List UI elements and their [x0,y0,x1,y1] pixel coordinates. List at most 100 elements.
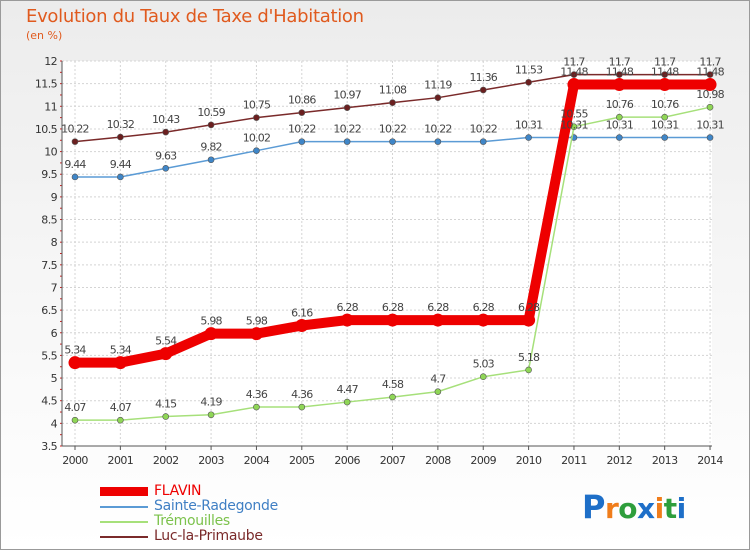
y-tick-label: 6 [51,327,58,340]
data-point-luc-la-primaube [434,94,442,101]
data-point-sainte-radegonde [207,156,215,164]
data-label-tremouilles: 4.36 [291,388,313,401]
y-tick-label: 7 [51,281,58,294]
data-label-tremouilles: 4.36 [246,388,268,401]
x-tick-label: 2001 [108,454,134,467]
y-tick-label: 9 [51,191,58,204]
data-label-sainte-radegonde: 10.22 [469,123,497,136]
data-label-sainte-radegonde: 10.22 [379,123,407,136]
x-tick-label: 2012 [607,454,633,467]
data-labels: 10.22 10.32 10.43 10.59 10.75 10.86 10.97 11.08… [61,56,725,415]
data-label-flavin: 6.28 [427,301,449,314]
data-label-flavin: 6.28 [473,301,495,314]
data-label-luc-la-primaube: 11.7 [609,56,631,69]
series-group [68,71,717,424]
data-label-sainte-radegonde: 9.44 [64,158,86,171]
data-point-sainte-radegonde [661,134,668,141]
data-point-tremouilles [479,373,487,381]
data-point-tremouilles [570,123,578,130]
grid [62,60,712,447]
data-point-flavin [204,327,218,341]
data-point-luc-la-primaube [71,138,79,145]
y-tick-label: 9.5 [41,168,57,181]
data-point-tremouilles [207,411,215,419]
data-point-tremouilles [525,366,532,374]
data-label-luc-la-primaube: 10.43 [152,113,180,126]
y-tick-label: 4 [51,417,58,430]
data-label-tremouilles: 10.76 [606,98,634,111]
data-point-flavin [386,313,400,327]
data-point-tremouilles [162,413,170,420]
data-point-sainte-radegonde [343,138,351,145]
data-label-flavin: 6.16 [291,307,313,320]
data-label-luc-la-primaube: 10.75 [243,99,271,112]
data-point-luc-la-primaube [661,71,668,78]
legend-label: FLAVIN [154,483,202,499]
data-point-flavin [703,78,717,92]
data-label-tremouilles: 4.58 [382,378,404,391]
y-tick-label: 6.5 [41,304,57,317]
data-label-flavin: 11.48 [651,66,679,79]
data-label-sainte-radegonde: 10.31 [515,119,543,132]
x-tick-label: 2006 [334,454,360,467]
data-label-luc-la-primaube: 11.19 [424,79,452,92]
y-tick-label: 10 [44,146,57,159]
data-label-luc-la-primaube: 11.53 [515,63,543,76]
x-tick-label: 2005 [289,454,315,467]
data-point-tremouilles [298,403,306,411]
legend-swatch [100,487,148,496]
data-label-luc-la-primaube: 10.59 [197,106,225,119]
data-point-sainte-radegonde [616,134,623,141]
data-label-flavin: 6.28 [382,301,404,314]
data-point-tremouilles [616,113,623,121]
data-point-tremouilles [389,393,396,401]
data-label-tremouilles: 4.15 [155,398,177,411]
x-tick-label: 2007 [380,454,406,467]
data-point-luc-la-primaube [162,128,170,136]
data-label-flavin: 5.98 [246,315,268,328]
data-point-tremouilles [71,416,79,424]
data-point-sainte-radegonde [706,134,714,141]
plot-area [62,61,712,446]
legend-swatch [100,536,148,538]
data-point-flavin [340,313,354,327]
data-point-flavin [249,327,263,341]
data-point-luc-la-primaube [706,71,714,78]
data-label-tremouilles: 10.55 [560,108,588,121]
data-point-flavin [476,313,490,327]
data-point-flavin [113,356,127,370]
data-point-luc-la-primaube [616,71,623,78]
y-tick-label: 12 [44,55,57,68]
data-point-tremouilles [706,103,714,111]
data-label-tremouilles: 4.07 [110,401,132,414]
data-point-sainte-radegonde [389,138,396,145]
data-point-flavin [658,78,672,92]
y-tick-label: 11 [44,100,57,113]
data-label-tremouilles: 10.76 [651,98,679,111]
data-point-sainte-radegonde [525,134,532,141]
data-label-tremouilles: 5.18 [518,351,540,364]
data-point-flavin [159,347,173,361]
data-label-sainte-radegonde: 10.31 [651,119,679,132]
data-label-flavin: 11.48 [696,66,724,79]
y-tick-label: 11.5 [35,78,58,91]
data-label-tremouilles: 5.03 [473,358,495,371]
data-label-luc-la-primaube: 11.36 [469,71,497,84]
x-tick-label: 2002 [153,454,179,467]
chart-title: Evolution du Taux de Taxe d'Habitation [26,6,364,27]
x-tick-label: 2008 [425,454,451,467]
data-point-luc-la-primaube [525,78,532,86]
data-label-sainte-radegonde: 10.31 [696,119,724,132]
y-tick-label: 7.5 [41,259,57,272]
data-label-tremouilles: 4.07 [64,401,86,414]
data-label-sainte-radegonde: 9.82 [200,141,221,154]
data-point-luc-la-primaube [389,99,396,106]
data-label-sainte-radegonde: 10.31 [560,119,588,132]
data-label-sainte-radegonde: 10.31 [606,119,634,132]
y-tick-label: 10.5 [35,123,58,136]
data-point-luc-la-primaube [479,86,487,94]
data-label-luc-la-primaube: 11.7 [563,56,585,69]
data-label-flavin: 5.34 [64,344,86,357]
data-label-sainte-radegonde: 10.22 [333,123,361,136]
